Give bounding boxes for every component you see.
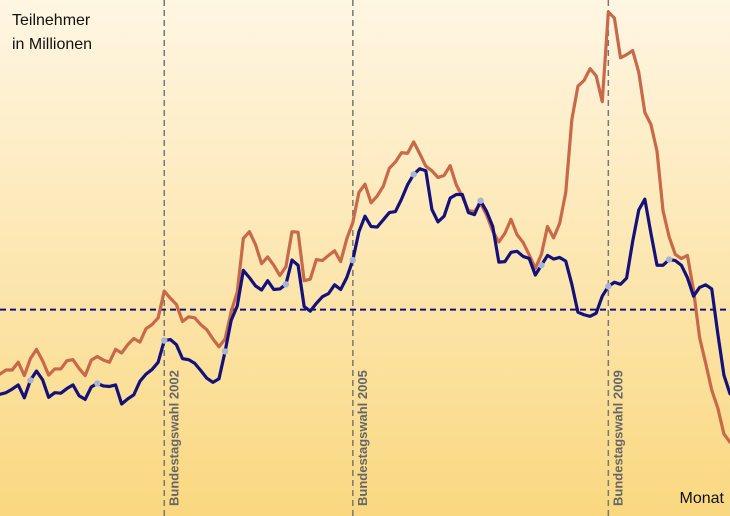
data-point [538, 262, 545, 269]
data-point [410, 171, 417, 178]
data-point [282, 281, 290, 288]
x-axis-label: Monat [679, 490, 724, 507]
annotation-label: Bundestagswahl 2002 [166, 370, 181, 506]
annotation-label: Bundestagswahl 2005 [355, 370, 370, 506]
y-axis-label-line-1: Teilnehmer [12, 12, 91, 29]
series-line-1 [0, 10, 730, 444]
data-point [94, 380, 101, 387]
series-line-2 [0, 167, 730, 406]
data-point [665, 256, 673, 263]
annotation-label: Bundestagswahl 2009 [610, 370, 625, 506]
data-point [221, 348, 229, 355]
data-point [161, 337, 168, 344]
data-point [349, 256, 357, 264]
data-point [27, 377, 34, 384]
data-point [605, 283, 612, 290]
y-axis-label-line-2: in Millionen [12, 36, 93, 53]
data-point [477, 197, 484, 204]
